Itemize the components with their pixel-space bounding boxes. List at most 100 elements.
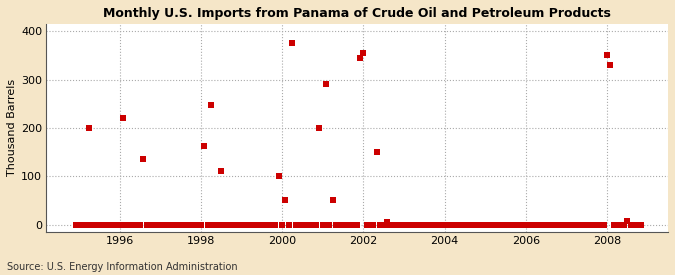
Point: [74, 222, 84, 227]
Point: [504, 222, 514, 227]
Point: [375, 222, 385, 227]
Point: [284, 222, 294, 227]
Point: [195, 222, 206, 227]
Point: [591, 222, 602, 227]
Point: [595, 222, 605, 227]
Point: [605, 63, 616, 67]
Text: Source: U.S. Energy Information Administration: Source: U.S. Energy Information Administ…: [7, 262, 238, 272]
Point: [368, 222, 379, 227]
Point: [198, 144, 209, 148]
Point: [138, 157, 148, 161]
Point: [412, 222, 423, 227]
Point: [361, 222, 372, 227]
Point: [558, 222, 568, 227]
Point: [507, 222, 518, 227]
Point: [128, 222, 138, 227]
Point: [338, 222, 348, 227]
Point: [398, 222, 409, 227]
Point: [80, 222, 91, 227]
Point: [419, 222, 430, 227]
Point: [385, 222, 396, 227]
Point: [480, 222, 491, 227]
Point: [314, 126, 325, 130]
Point: [175, 222, 186, 227]
Point: [497, 222, 508, 227]
Point: [226, 222, 237, 227]
Point: [253, 222, 264, 227]
Point: [541, 222, 551, 227]
Point: [510, 222, 521, 227]
Point: [466, 222, 477, 227]
Point: [574, 222, 585, 227]
Point: [155, 222, 165, 227]
Point: [90, 222, 101, 227]
Point: [121, 222, 132, 227]
Point: [216, 169, 227, 174]
Point: [344, 222, 355, 227]
Point: [483, 222, 494, 227]
Point: [287, 41, 298, 45]
Point: [219, 222, 230, 227]
Point: [243, 222, 254, 227]
Point: [581, 222, 592, 227]
Point: [406, 222, 416, 227]
Point: [524, 222, 535, 227]
Point: [324, 222, 335, 227]
Point: [202, 222, 213, 227]
Point: [460, 222, 470, 227]
Point: [561, 222, 572, 227]
Point: [402, 222, 412, 227]
Point: [632, 222, 643, 227]
Point: [568, 222, 578, 227]
Point: [300, 222, 311, 227]
Point: [551, 222, 562, 227]
Point: [236, 222, 247, 227]
Point: [615, 222, 626, 227]
Point: [168, 222, 179, 227]
Point: [436, 222, 447, 227]
Point: [395, 222, 406, 227]
Title: Monthly U.S. Imports from Panama of Crude Oil and Petroleum Products: Monthly U.S. Imports from Panama of Crud…: [103, 7, 611, 20]
Point: [131, 222, 142, 227]
Point: [240, 222, 250, 227]
Point: [470, 222, 481, 227]
Point: [564, 222, 575, 227]
Point: [371, 150, 382, 154]
Point: [111, 222, 122, 227]
Point: [388, 222, 399, 227]
Point: [310, 222, 321, 227]
Point: [171, 222, 182, 227]
Point: [531, 222, 541, 227]
Point: [97, 222, 108, 227]
Point: [534, 222, 545, 227]
Point: [463, 222, 474, 227]
Point: [290, 222, 301, 227]
Point: [317, 222, 328, 227]
Point: [188, 222, 199, 227]
Point: [158, 222, 169, 227]
Point: [348, 222, 358, 227]
Point: [416, 222, 427, 227]
Point: [619, 222, 630, 227]
Point: [626, 222, 637, 227]
Point: [544, 222, 555, 227]
Point: [334, 222, 345, 227]
Point: [378, 222, 389, 227]
Point: [446, 222, 457, 227]
Point: [267, 222, 277, 227]
Point: [608, 222, 619, 227]
Point: [571, 222, 582, 227]
Point: [297, 222, 308, 227]
Point: [636, 222, 647, 227]
Point: [77, 222, 88, 227]
Point: [230, 222, 240, 227]
Point: [612, 222, 622, 227]
Point: [598, 222, 609, 227]
Point: [321, 82, 331, 87]
Point: [578, 222, 589, 227]
Point: [327, 198, 338, 203]
Point: [473, 222, 484, 227]
Point: [260, 222, 271, 227]
Point: [165, 222, 176, 227]
Point: [151, 222, 162, 227]
